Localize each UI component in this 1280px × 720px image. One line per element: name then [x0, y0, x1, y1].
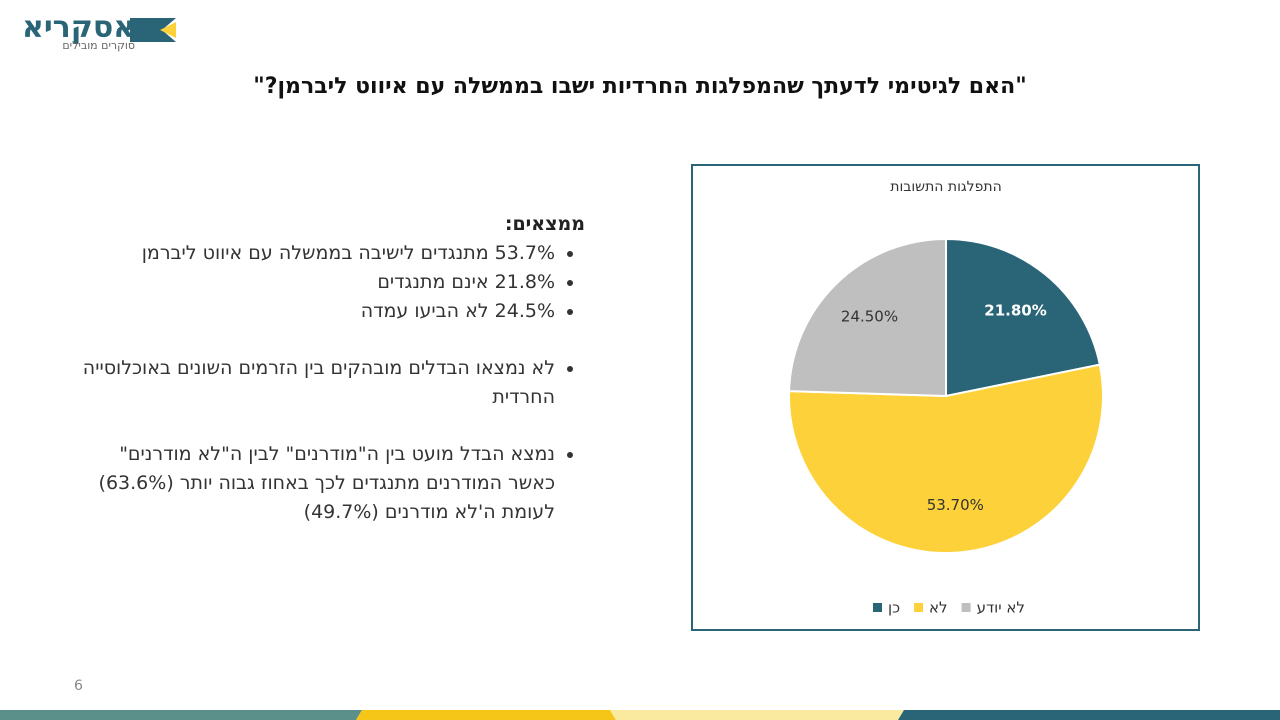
findings-group: 53.7% מתנגדים לישיבה בממשלה עם איווט ליב… [70, 239, 585, 326]
logo-tagline: סוקרים מובילים [62, 39, 136, 52]
finding: 24.5% לא הביעו עמדה [70, 297, 555, 326]
logo-mark [130, 18, 176, 42]
footer-stripe [356, 710, 616, 720]
legend-label: לא [929, 599, 948, 617]
data-label: 53.70% [927, 496, 984, 514]
footer-stripe [610, 710, 904, 720]
slide-title: "האם לגיטימי לדעתך שהמפלגות החרדיות ישבו… [253, 74, 1027, 99]
findings-heading: ממצאים: [504, 213, 585, 235]
legend-swatch [914, 603, 924, 612]
pie-slice [788, 237, 947, 398]
legend-swatch [961, 603, 971, 612]
pie-slice [945, 237, 1102, 398]
findings-group: לא נמצאו הבדלים מובהקים בין הזרמים השוני… [70, 354, 585, 412]
findings: ממצאים: 53.7% מתנגדים לישיבה בממשלה עם א… [70, 210, 585, 555]
footer-stripe [898, 710, 1280, 720]
footer-stripe [0, 710, 362, 720]
data-label: 21.80% [984, 301, 1046, 319]
findings-group: נמצא הבדל מועט בין ה"מודרנים" לבין ה"לא … [70, 440, 585, 527]
finding: 21.8% אינם מתנגדים [70, 268, 555, 297]
finding: לא נמצאו הבדלים מובהקים בין הזרמים השוני… [70, 354, 555, 412]
logo-mark [160, 22, 176, 38]
chart-title: התפלגות התשובות [890, 179, 1001, 195]
logo: אסקריא סוקרים מובילים [22, 10, 135, 52]
legend-label: כן [888, 599, 900, 617]
pie-slice [788, 363, 1104, 554]
logo-name: אסקריא [22, 10, 136, 45]
legend-swatch [873, 603, 882, 612]
finding: 53.7% מתנגדים לישיבה בממשלה עם איווט ליב… [70, 239, 555, 268]
page-number: 6 [74, 678, 83, 694]
legend-label: לא יודע [977, 599, 1025, 617]
finding: נמצא הבדל מועט בין ה"מודרנים" לבין ה"לא … [70, 440, 555, 527]
data-label: 24.50% [841, 308, 898, 326]
